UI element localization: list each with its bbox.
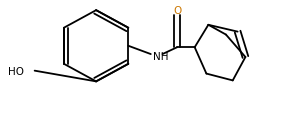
Text: HO: HO — [8, 66, 24, 76]
Text: O: O — [173, 6, 181, 16]
Text: NH: NH — [153, 52, 168, 61]
